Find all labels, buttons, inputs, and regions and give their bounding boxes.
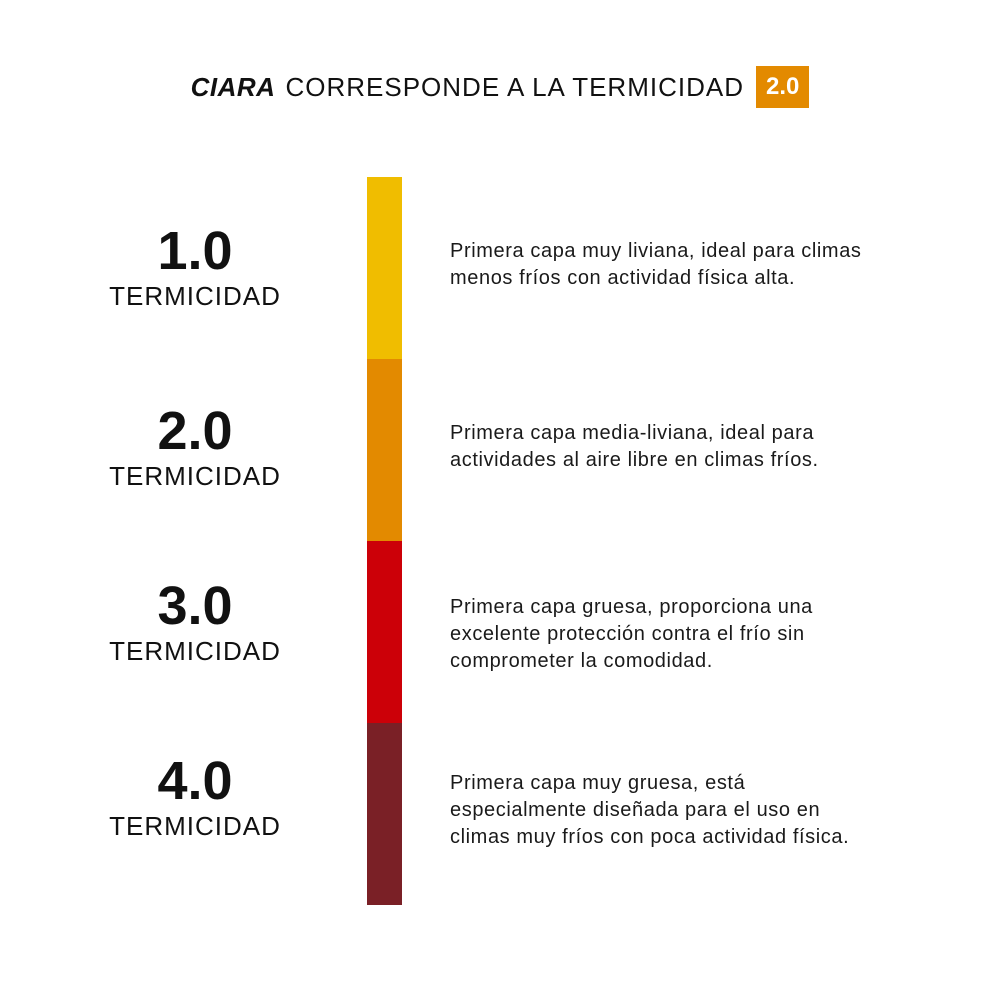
- level-description: Primera capa muy liviana, ideal para cli…: [450, 238, 950, 292]
- description-line: climas muy fríos con poca actividad físi…: [450, 826, 850, 848]
- scale-segment-1: [367, 177, 402, 359]
- level-value: 1.0: [157, 221, 233, 281]
- level-label: TERMICIDAD: [109, 461, 281, 491]
- level-row-3: 3.0 TERMICIDAD Primera capa gruesa, prop…: [0, 541, 1000, 723]
- level-heading: 4.0 TERMICIDAD: [95, 753, 295, 841]
- thermal-scale-bar: [367, 177, 402, 905]
- level-description: Primera capa media-liviana, ideal para a…: [450, 420, 950, 474]
- level-row-1: 1.0 TERMICIDAD Primera capa muy liviana,…: [0, 177, 1000, 359]
- level-heading: 2.0 TERMICIDAD: [95, 403, 295, 491]
- scale-segment-3: [367, 541, 402, 723]
- scale-segment-2: [367, 359, 402, 541]
- brand-name: CIARA: [190, 71, 276, 102]
- header-text: CORRESPONDE A LA TERMICIDAD: [285, 71, 744, 102]
- description-line: especialmente diseñada para el uso en: [450, 799, 821, 821]
- description-line: comprometer la comodidad.: [450, 650, 713, 672]
- level-row-4: 4.0 TERMICIDAD Primera capa muy gruesa, …: [0, 723, 1000, 905]
- description-line: excelente protección contra el frío sin: [450, 623, 805, 645]
- description-line: Primera capa media-liviana, ideal para: [450, 422, 815, 444]
- description-line: Primera capa gruesa, proporciona una: [450, 596, 813, 618]
- level-row-2: 2.0 TERMICIDAD Primera capa media-livian…: [0, 359, 1000, 541]
- level-label: TERMICIDAD: [109, 811, 281, 841]
- description-line: menos fríos con actividad física alta.: [450, 267, 796, 289]
- level-value: 3.0: [157, 576, 233, 636]
- level-value: 2.0: [157, 401, 233, 461]
- level-value: 4.0: [157, 751, 233, 811]
- level-description: Primera capa muy gruesa, está especialme…: [450, 770, 950, 851]
- page-header: CIARA CORRESPONDE A LA TERMICIDAD 2.0: [0, 66, 1000, 108]
- description-line: Primera capa muy gruesa, está: [450, 772, 746, 794]
- scale-segment-4: [367, 723, 402, 905]
- level-label: TERMICIDAD: [109, 281, 281, 311]
- level-description: Primera capa gruesa, proporciona una exc…: [450, 594, 950, 675]
- description-line: Primera capa muy liviana, ideal para cli…: [450, 240, 862, 262]
- level-label: TERMICIDAD: [109, 636, 281, 666]
- level-heading: 3.0 TERMICIDAD: [95, 578, 295, 666]
- level-heading: 1.0 TERMICIDAD: [95, 223, 295, 311]
- description-line: actividades al aire libre en climas frío…: [450, 449, 819, 471]
- thermal-level-badge: 2.0: [755, 66, 810, 108]
